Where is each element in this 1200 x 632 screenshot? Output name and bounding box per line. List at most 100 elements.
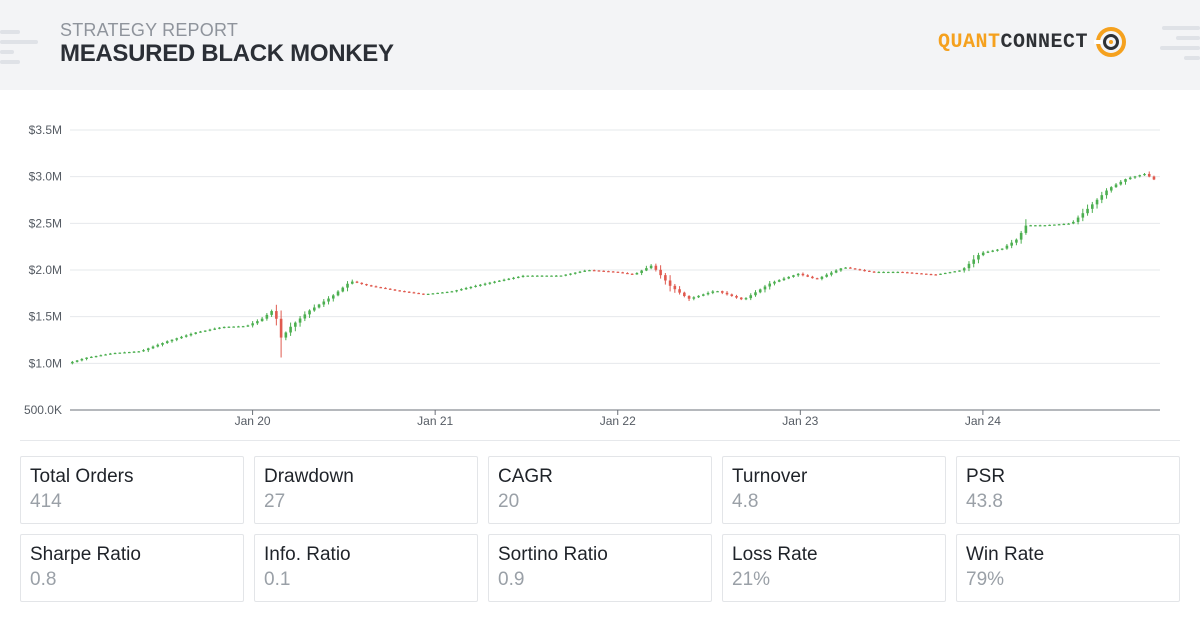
candle-body [365,284,368,286]
candle-body [1043,225,1047,227]
candle-body [564,274,568,276]
candle [920,273,923,275]
metric-label: Sortino Ratio [498,544,608,565]
candle-body [607,271,610,273]
candle-body [782,278,786,281]
candle [540,275,544,277]
metric-value: 79% [966,569,1005,590]
candle-body [398,290,401,292]
candle-body [991,250,994,252]
candle-body [199,331,202,333]
candle-body [1057,224,1061,226]
candle [488,281,492,285]
candle-body [578,271,582,273]
candle-body [758,289,762,293]
candle-body [716,291,719,293]
candle [882,271,885,274]
candle [929,273,933,276]
candle-body [877,271,881,274]
candle [1143,173,1146,176]
candle [90,356,93,359]
candle [113,352,117,355]
candle [868,270,871,272]
candle-body [360,282,364,285]
candle-body [260,318,264,322]
candle-body [920,273,923,275]
candle-body [858,269,862,271]
candle-body [374,286,378,288]
candle-body [123,352,126,354]
candle-body [355,281,359,283]
metric-label: PSR [966,466,1006,487]
candle-body [787,276,790,279]
candle [331,294,335,302]
candle [161,342,164,347]
candle [384,287,387,290]
candle-body [863,269,866,272]
candle [1109,186,1113,193]
candle [820,275,824,281]
candle-body [469,286,473,289]
candle-body [479,284,482,286]
candle [336,290,340,297]
candle [716,290,719,293]
candle [1048,224,1051,227]
candle-body [284,332,288,338]
candle-body [331,295,335,299]
candle-body [161,343,164,345]
metric-value: 0.9 [498,569,525,590]
candle [317,303,321,309]
candle [830,271,833,277]
candle-body [820,276,824,279]
candle [313,304,316,312]
header-decoration [1162,26,1200,30]
candle [289,322,292,336]
candle [422,293,425,295]
candle [431,293,435,295]
candle [720,290,724,295]
candle [1081,208,1085,222]
candle [498,280,501,282]
candle [697,295,700,299]
metric-card-info-ratio: Info. Ratio 0.1 [254,534,478,602]
candle [1133,175,1137,179]
candle [474,284,477,288]
candle-body [1109,187,1113,191]
candle-body [1095,199,1099,205]
candle-body [303,314,307,319]
candle-body [384,287,387,290]
header-decoration [1160,46,1200,50]
candle [948,271,952,274]
candle [1067,222,1070,225]
candle [407,291,411,293]
metric-label: Drawdown [264,466,354,487]
candle-body [289,326,292,333]
candle [649,264,653,270]
candle-body [763,286,767,290]
candle [863,269,866,272]
candle [208,328,212,332]
candle-body [830,272,833,275]
candle-body [498,280,501,282]
quantconnect-logo[interactable]: QUANTCONNECT [938,22,1128,62]
metric-value: 0.1 [264,569,291,590]
candle [521,274,525,278]
candle [958,270,961,272]
metric-label: Sharpe Ratio [30,544,141,565]
candle [1057,223,1061,226]
candle-body [1091,204,1094,209]
candle-body [156,344,160,347]
candle [844,267,847,269]
candle-body [422,293,425,295]
candle-body [1152,176,1156,180]
logo-wordmark: QUANTCONNECT [938,31,1088,54]
candle [279,310,283,358]
candle [502,278,506,282]
candle-body [887,271,890,274]
candle-body [388,288,392,290]
candle [156,343,160,348]
candle-body [573,272,577,274]
candle [853,268,857,270]
candle [550,275,553,277]
candle [369,284,373,287]
